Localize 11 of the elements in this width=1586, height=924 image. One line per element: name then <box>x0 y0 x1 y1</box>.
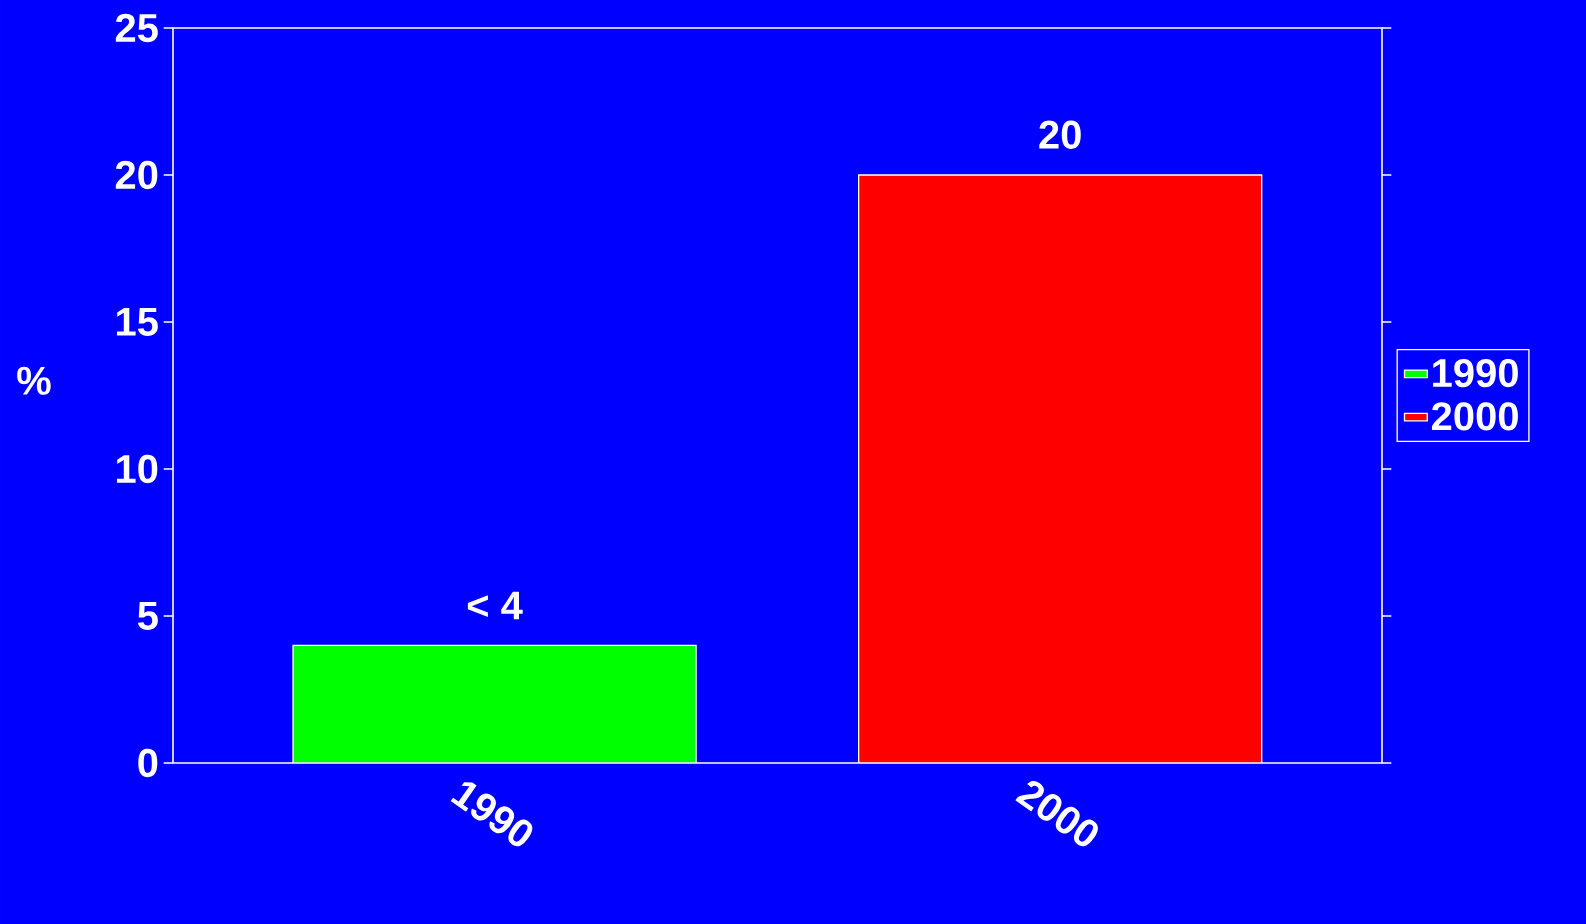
y-tick-label: 5 <box>137 602 158 630</box>
y-tick-label: 20 <box>115 160 158 190</box>
legend-label: 1990 <box>1433 358 1518 388</box>
y-axis-title: % <box>17 366 51 395</box>
legend-label: 2000 <box>1431 402 1518 431</box>
y-tick-label: 10 <box>116 454 158 484</box>
y-tick-label: 0 <box>138 748 158 778</box>
y-tick-label: 15 <box>116 308 158 336</box>
data-label: < 4 <box>467 591 523 620</box>
data-label: 20 <box>1039 120 1081 149</box>
y-tick-label: 25 <box>115 13 158 43</box>
